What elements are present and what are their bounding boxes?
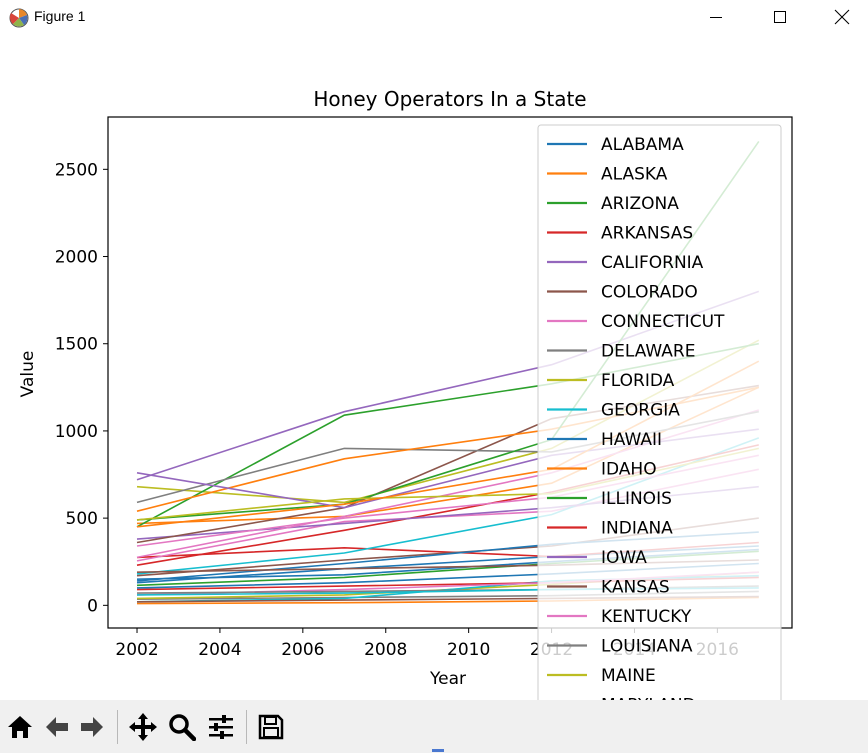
status-indicator — [432, 749, 444, 752]
figure-canvas: Honey Operators In a State 2002 2004 2006 2… — [18, 87, 793, 701]
plot-axes-frame — [107, 116, 793, 629]
close-button[interactable] — [812, 0, 868, 34]
pan-button[interactable] — [126, 708, 160, 746]
legend-label: IOWA — [601, 548, 647, 568]
legend-label: INDIANA — [601, 519, 673, 539]
legend-label: ALASKA — [601, 165, 668, 185]
back-button[interactable] — [40, 708, 74, 746]
configure-subplots-button[interactable] — [204, 708, 238, 746]
legend-label: HAWAII — [601, 430, 662, 450]
legend-label: CONNECTICUT — [601, 312, 725, 332]
legend-label: DELAWARE — [601, 342, 695, 362]
save-button[interactable] — [254, 708, 288, 746]
zoom-icon — [169, 714, 196, 741]
legend-label: GEORGIA — [601, 401, 680, 421]
home-button[interactable] — [3, 708, 37, 746]
forward-icon — [81, 717, 103, 737]
minimize-button[interactable] — [686, 0, 746, 34]
y-tick-label: 2000 — [55, 248, 98, 268]
legend-label: ALABAMA — [601, 135, 684, 155]
legend-label: LOUISIANA — [601, 637, 693, 657]
legend-label: IDAHO — [601, 460, 657, 480]
toolbar-separator — [117, 710, 118, 744]
x-tick-label: 2004 — [198, 640, 241, 660]
legend-label: ILLINOIS — [601, 489, 672, 509]
x-tick-label: 2008 — [364, 640, 407, 660]
maximize-button[interactable] — [750, 0, 810, 34]
legend-box — [537, 124, 782, 700]
configure-subplots-icon — [209, 715, 233, 739]
minimize-icon — [710, 17, 722, 18]
maximize-icon — [774, 11, 786, 23]
chart-title: Honey Operators In a State — [313, 87, 586, 111]
save-icon — [258, 714, 284, 740]
y-tick-label: 2500 — [55, 160, 98, 180]
y-axis-label: Value — [18, 351, 38, 398]
y-tick-label: 1000 — [55, 422, 98, 442]
toolbar-separator — [246, 710, 247, 744]
legend-label: CALIFORNIA — [601, 253, 704, 273]
window-title: Figure 1 — [34, 8, 86, 24]
x-tick-label: 2010 — [447, 640, 490, 660]
close-icon — [834, 9, 850, 25]
x-axis-label: Year — [429, 669, 466, 689]
forward-button[interactable] — [75, 708, 109, 746]
window-titlebar: Figure 1 — [0, 0, 868, 34]
legend-label: ARIZONA — [601, 194, 679, 214]
zoom-button[interactable] — [165, 708, 199, 746]
legend-label: FLORIDA — [601, 371, 675, 391]
legend-label: KANSAS — [601, 578, 670, 598]
y-tick-label: 1500 — [55, 335, 98, 355]
x-tick-label: 2002 — [115, 640, 158, 660]
legend-label-clipped: MARYLAND — [601, 696, 696, 701]
legend-label: COLORADO — [601, 283, 698, 303]
home-icon — [8, 716, 32, 738]
y-tick-label: 0 — [87, 596, 98, 616]
matplotlib-app-icon — [9, 8, 29, 28]
legend-label: ARKANSAS — [601, 224, 693, 244]
chart-legend: ALABAMA ALASKA ARIZONA ARKANSAS CALIFORNIA CO… — [537, 124, 782, 701]
navigation-toolbar — [0, 700, 868, 753]
back-icon — [46, 717, 68, 737]
pan-icon — [129, 713, 157, 741]
x-tick-label: 2006 — [281, 640, 324, 660]
legend-label: KENTUCKY — [601, 607, 692, 627]
y-tick-label: 500 — [66, 509, 98, 529]
legend-label: MAINE — [601, 666, 656, 686]
